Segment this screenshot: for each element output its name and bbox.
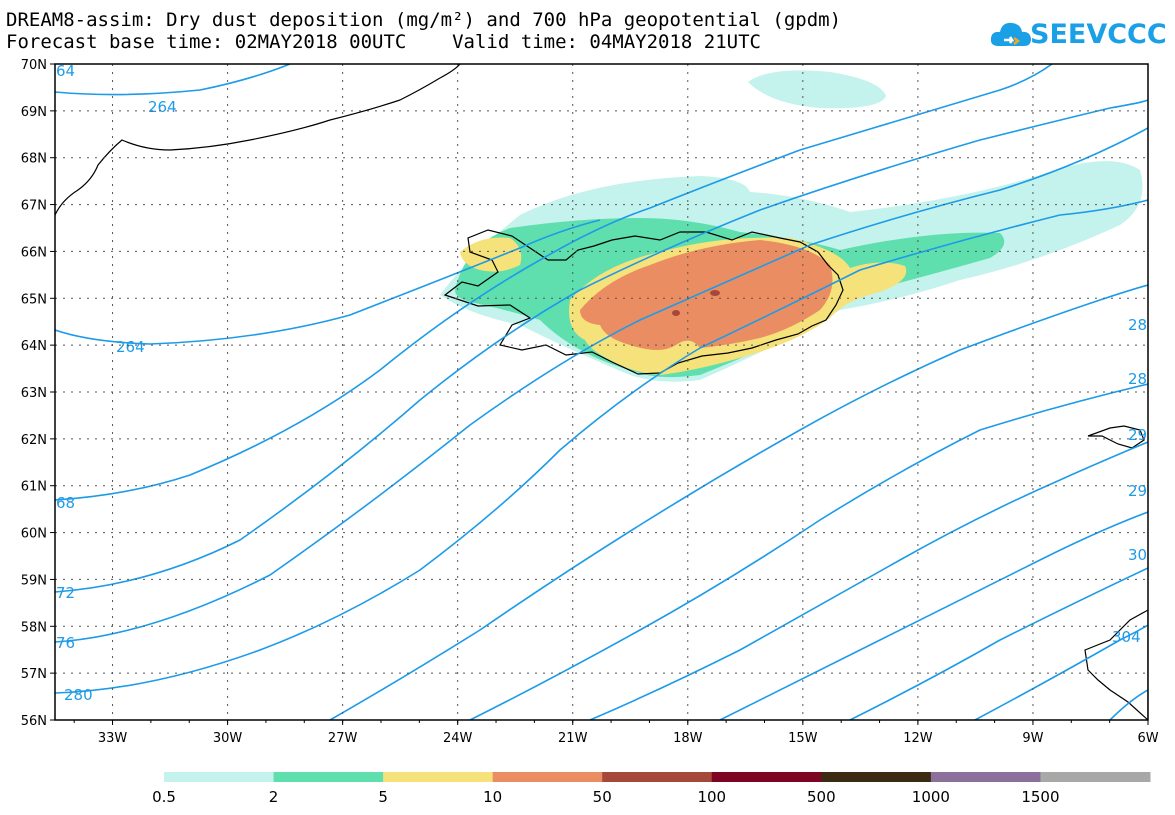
contour-labels: 264 264 68 72 76 280 28 28 29 29 30 304 … <box>56 62 1147 704</box>
legend-label: 5 <box>378 788 388 806</box>
legend-swatch <box>930 772 1041 782</box>
legend-swatch <box>1040 772 1151 782</box>
legend-label: 1000 <box>912 788 950 806</box>
contour-label: 28 <box>1128 370 1147 388</box>
coastlines <box>55 64 1148 720</box>
legend-label: 2 <box>269 788 279 806</box>
y-tick-label: 68N <box>21 152 47 167</box>
legend-label: 500 <box>807 788 836 806</box>
graticule <box>55 64 1148 720</box>
iceland-coast <box>443 229 844 375</box>
y-tick-label: 59N <box>21 573 47 588</box>
y-tick-label: 67N <box>21 199 47 214</box>
y-tick-label: 65N <box>21 292 47 307</box>
x-tick-label: 33W <box>98 731 128 746</box>
legend-swatch <box>383 772 494 782</box>
x-tick-label: 9W <box>1022 731 1043 746</box>
scotland-coast <box>1084 609 1148 720</box>
legend-label: 0.5 <box>152 788 176 806</box>
legend-swatch <box>711 772 822 782</box>
dust-shading-50 <box>672 290 720 316</box>
y-tick-label: 64N <box>21 339 47 354</box>
contour-label: 68 <box>56 494 75 512</box>
contour-label: 76 <box>56 634 75 652</box>
contour-label: 264 <box>116 338 145 356</box>
x-tick-label: 27W <box>328 731 358 746</box>
latitude-ticks: 56N 57N 58N 59N 60N 61N 62N 63N 64N 65N 66N 67N 68N 6… <box>21 58 55 729</box>
contour-label: 28 <box>1128 316 1147 334</box>
y-tick-label: 60N <box>21 527 47 542</box>
y-tick-label: 70N <box>21 58 47 73</box>
x-tick-label: 18W <box>673 731 703 746</box>
y-tick-label: 62N <box>21 433 47 448</box>
geopotential-contours <box>55 64 1148 720</box>
y-tick-label: 61N <box>21 480 47 495</box>
seevccc-logo: SEEVCCC <box>990 16 1170 56</box>
legend-swatch <box>273 772 384 782</box>
map-layers: 264 264 68 72 76 280 28 28 29 29 30 304 … <box>55 62 1148 720</box>
contour-label: 72 <box>56 584 75 602</box>
contour-label: 29 <box>1128 426 1147 444</box>
legend-label: 10 <box>483 788 502 806</box>
x-tick-label: 15W <box>788 731 818 746</box>
contour-label: 30 <box>1128 546 1147 564</box>
y-tick-label: 66N <box>21 245 47 260</box>
legend-label: 1500 <box>1021 788 1059 806</box>
legend-swatch <box>164 772 275 782</box>
legend-colorbar: 0.5 2 5 10 50 100 500 1000 1500 <box>152 772 1151 806</box>
x-tick-label: 12W <box>903 731 933 746</box>
chart-title-line-1: DREAM8-assim: Dry dust deposition (mg/m²… <box>6 9 842 31</box>
cloud-icon <box>990 22 1031 46</box>
logo-text: SEEVCCC <box>1030 19 1167 50</box>
contour-label: 304 <box>1112 628 1141 646</box>
chart-title-line-2: Forecast base time: 02MAY2018 00UTC Vali… <box>6 31 761 53</box>
y-tick-label: 69N <box>21 105 47 120</box>
longitude-ticks: 33W 30W 27W 24W 21W 18W 15W 12W 9W 6W <box>73 720 1159 746</box>
dust-shading-10 <box>580 240 833 350</box>
contour-label: 64 <box>56 62 75 80</box>
legend-label: 100 <box>697 788 726 806</box>
x-tick-label: 6W <box>1137 731 1158 746</box>
contour-label: 280 <box>64 686 93 704</box>
legend-swatch <box>492 772 603 782</box>
y-tick-label: 58N <box>21 620 47 635</box>
x-tick-label: 24W <box>443 731 473 746</box>
contour-label: 264 <box>148 98 177 116</box>
legend-label: 50 <box>593 788 612 806</box>
legend-swatch <box>821 772 932 782</box>
x-tick-label: 30W <box>213 731 243 746</box>
legend-swatch <box>602 772 713 782</box>
y-tick-label: 57N <box>21 667 47 682</box>
y-tick-label: 63N <box>21 386 47 401</box>
y-tick-label: 56N <box>21 714 47 729</box>
contour-label: 29 <box>1128 482 1147 500</box>
greenland-coast <box>55 64 461 216</box>
x-tick-label: 21W <box>558 731 588 746</box>
faroe-coast <box>1087 425 1145 449</box>
